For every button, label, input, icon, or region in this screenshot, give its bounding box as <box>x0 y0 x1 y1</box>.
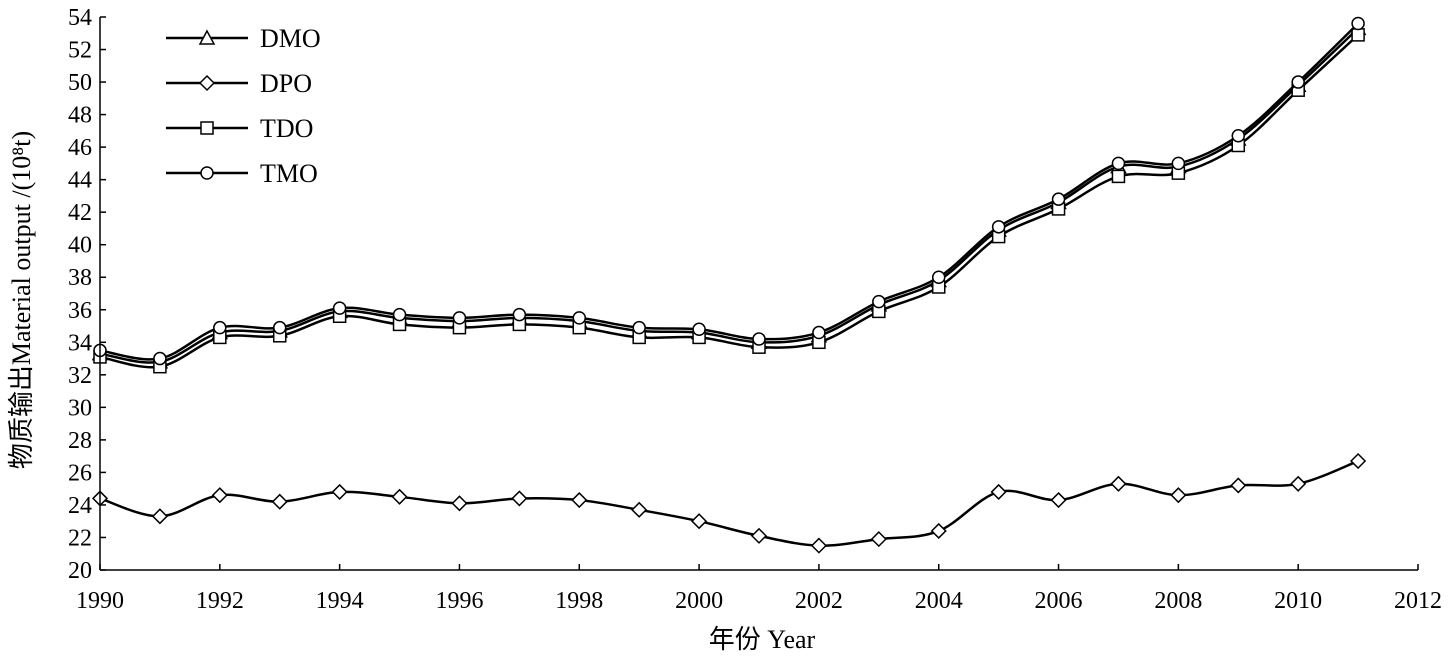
x-axis-label: 年份 Year <box>709 625 816 654</box>
x-tick-label: 1992 <box>196 588 244 614</box>
data-point-tmo <box>1351 16 1365 31</box>
data-point-tmo <box>1171 156 1186 171</box>
y-tick-label: 54 <box>68 5 92 31</box>
data-point-tdo <box>1351 28 1365 42</box>
legend-item-tdo: TDO <box>166 114 313 143</box>
legend-label-tdo: TDO <box>260 114 313 143</box>
data-point-dpo <box>990 483 1007 500</box>
legend-item-tmo: TMO <box>166 159 318 188</box>
data-point-dpo <box>511 490 528 507</box>
data-point-tmo <box>332 301 347 315</box>
x-tick-label: 2006 <box>1035 588 1083 614</box>
y-tick-label: 42 <box>68 200 92 226</box>
legend-item-dpo: DPO <box>166 69 312 98</box>
y-tick-label: 24 <box>68 493 92 519</box>
legend-item-dmo: DMO <box>166 24 321 53</box>
y-tick-label: 50 <box>68 70 92 96</box>
data-point-tmo <box>1111 156 1126 171</box>
data-point-dpo <box>211 487 228 504</box>
data-point-dpo <box>1290 475 1307 492</box>
y-tick-label: 48 <box>68 103 92 129</box>
y-tick-label: 20 <box>68 558 92 584</box>
y-tick-label: 22 <box>68 525 92 551</box>
data-point-dpo <box>1110 475 1127 492</box>
data-point-dpo <box>691 513 708 530</box>
y-tick-label: 38 <box>68 265 92 291</box>
legend: DMO DPO TDO TMO <box>166 24 321 188</box>
data-point-dpo <box>571 492 588 509</box>
x-tick-label: 2008 <box>1154 588 1202 614</box>
data-point-tmo <box>213 320 227 335</box>
data-point-dpo <box>870 531 887 548</box>
y-tick-label: 26 <box>68 460 92 486</box>
data-point-dpo <box>750 527 768 544</box>
legend-marker-tdo <box>200 121 214 135</box>
data-point-tmo <box>991 220 1006 234</box>
x-tick-label: 2010 <box>1274 588 1322 614</box>
data-point-dpo <box>151 508 168 525</box>
data-point-tmo <box>392 307 407 322</box>
y-tick-label: 36 <box>68 298 92 324</box>
y-tick-label: 28 <box>68 428 92 454</box>
data-point-tmo <box>752 332 766 346</box>
data-point-tdo <box>1111 169 1126 184</box>
x-tick-label: 2004 <box>915 588 963 614</box>
data-point-tmo <box>1231 128 1246 143</box>
data-point-tmo <box>931 270 946 284</box>
data-point-dpo <box>930 522 947 540</box>
data-point-dpo <box>810 537 827 554</box>
x-tick-label: 2000 <box>675 588 723 614</box>
data-point-dpo <box>391 488 408 505</box>
y-tick-label: 30 <box>68 395 92 421</box>
data-point-dpo <box>271 493 288 510</box>
x-tick-label: 1994 <box>316 588 364 614</box>
y-tick-label: 44 <box>68 168 92 194</box>
series-line-dpo <box>99 459 1359 547</box>
data-point-dpo <box>1230 477 1247 494</box>
x-tick-label: 2002 <box>795 588 843 614</box>
legend-label-tmo: TMO <box>260 159 318 188</box>
data-point-tmo <box>153 351 167 366</box>
x-tick-label: 1990 <box>76 588 124 614</box>
data-point-dpo <box>1050 492 1067 509</box>
data-point-dpo <box>1170 487 1187 504</box>
legend-marker-dpo <box>198 74 216 92</box>
data-point-dpo <box>331 483 348 500</box>
y-tick-label: 34 <box>68 330 92 356</box>
data-point-tmo <box>872 294 886 309</box>
legend-label-dpo: DPO <box>260 69 312 98</box>
x-tick-label: 1996 <box>435 588 483 614</box>
data-point-tmo <box>452 311 467 325</box>
data-point-tmo <box>272 320 287 335</box>
data-point-tmo <box>1291 75 1305 89</box>
y-tick-label: 46 <box>68 135 92 161</box>
y-axis-label: 物质输出Material output /(10⁸t) <box>7 131 36 469</box>
y-tick-label: 32 <box>68 363 92 389</box>
data-point-dpo <box>1350 452 1367 470</box>
y-tick-label: 40 <box>68 233 92 259</box>
data-point-tmo <box>572 311 587 325</box>
legend-label-dmo: DMO <box>260 24 321 53</box>
axes: 20 22 24 26 28 30 32 34 36 38 40 42 44 46 48 50 52 54 1990… <box>68 5 1442 614</box>
data-point-tmo <box>692 322 706 337</box>
series-dpo <box>91 452 1367 554</box>
series-tmo <box>93 16 1365 366</box>
data-point-tmo <box>512 307 527 322</box>
y-tick-label: 52 <box>68 38 92 64</box>
x-tick-label: 1998 <box>555 588 603 614</box>
plot-area <box>91 16 1367 554</box>
legend-marker-tmo <box>200 166 214 180</box>
data-point-tmo <box>812 325 826 340</box>
data-point-dpo <box>451 495 468 512</box>
x-tick-label: 2012 <box>1394 588 1442 614</box>
data-point-tmo <box>632 320 646 335</box>
data-point-dpo <box>631 501 648 518</box>
data-point-tmo <box>1051 192 1066 206</box>
legend-marker-dmo <box>198 29 216 45</box>
